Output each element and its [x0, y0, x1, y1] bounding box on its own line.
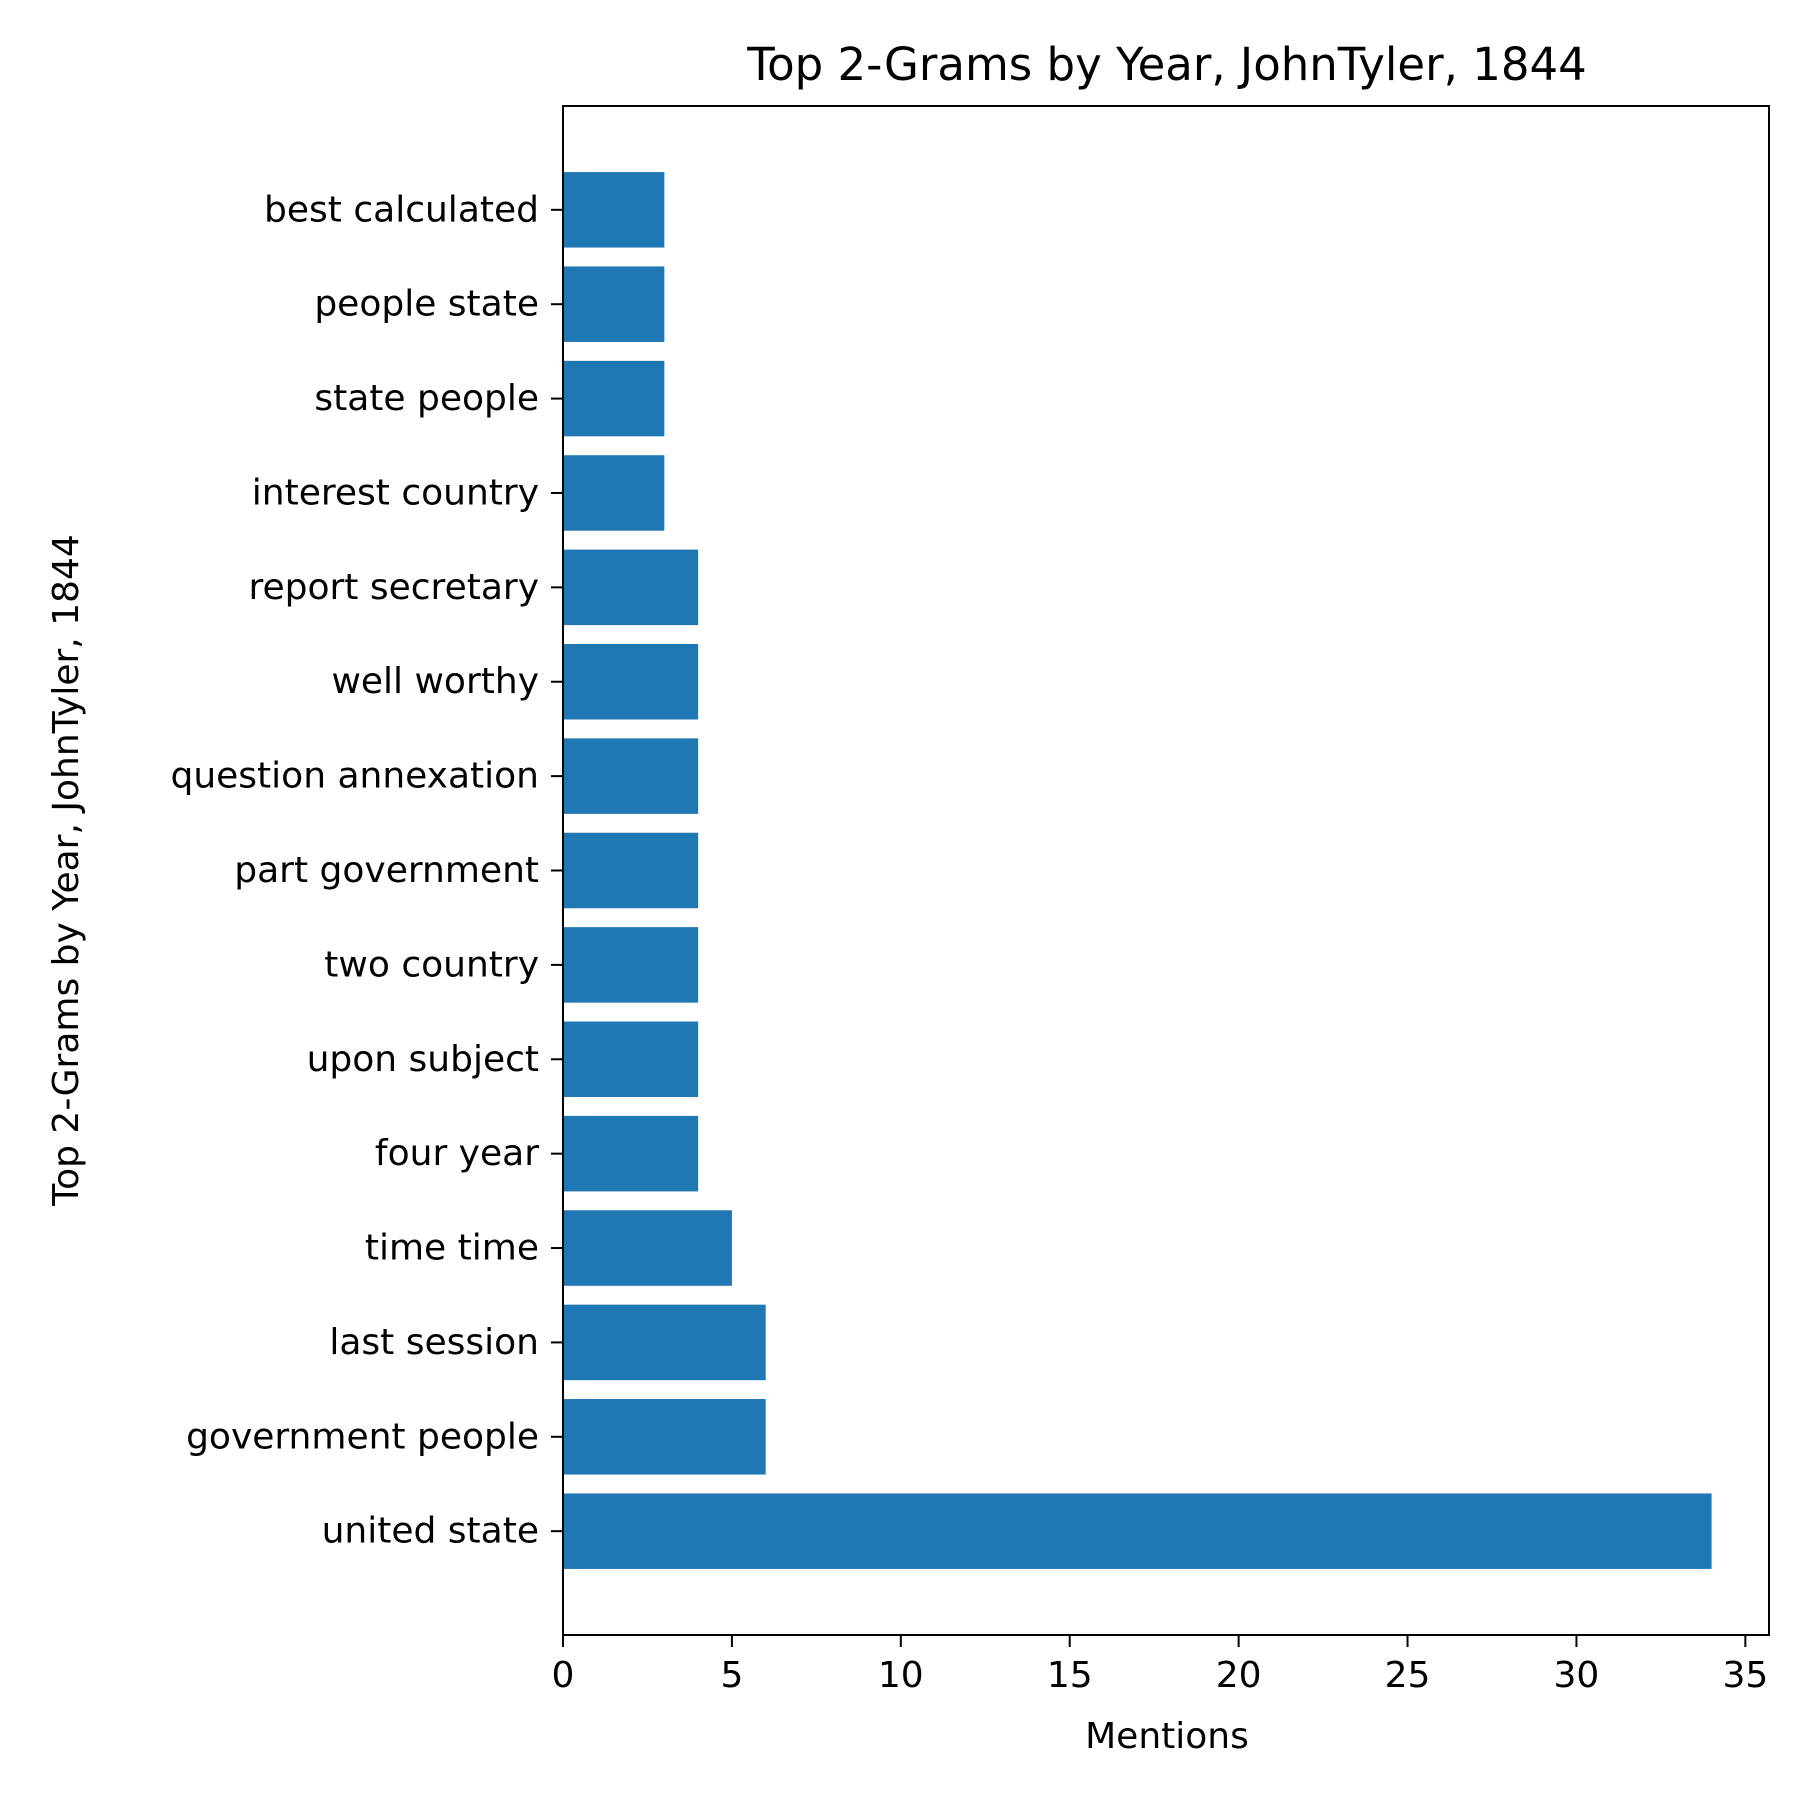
- plot-frame: [562, 105, 1770, 1636]
- bar-people-state: [563, 266, 665, 342]
- bar-last-session: [563, 1304, 766, 1381]
- bar-part-government: [563, 832, 699, 909]
- chart-title: Top 2-Grams by Year, JohnTyler, 1844: [746, 38, 1586, 91]
- y-tick-label: state people: [314, 378, 539, 419]
- x-tick-label: 5: [720, 1655, 743, 1696]
- bar-time-time: [563, 1210, 732, 1286]
- bar-best-calculated: [563, 172, 665, 248]
- bar-well-worthy: [563, 643, 699, 720]
- bar-united-state: [563, 1493, 1712, 1569]
- y-tick-label: four year: [375, 1133, 539, 1174]
- bar-interest-country: [563, 455, 665, 531]
- y-tick-label: last session: [329, 1322, 539, 1363]
- y-tick-label: report secretary: [248, 567, 539, 608]
- x-tick-label: 20: [1216, 1655, 1262, 1696]
- bar-question-annexation: [563, 738, 699, 814]
- x-tick-label: 10: [878, 1655, 924, 1696]
- y-tick-label: well worthy: [331, 661, 539, 702]
- x-tick-label: 25: [1385, 1655, 1431, 1696]
- x-axis-label: Mentions: [1085, 1716, 1249, 1757]
- bar-report-secretary: [563, 549, 699, 626]
- y-tick-label: upon subject: [307, 1039, 539, 1080]
- x-tick-label: 0: [552, 1655, 575, 1696]
- y-axis-label: Top 2-Grams by Year, JohnTyler, 1844: [46, 534, 87, 1207]
- x-tick-label: 15: [1047, 1655, 1093, 1696]
- y-tick-label: best calculated: [264, 189, 539, 230]
- bar-upon-subject: [563, 1021, 699, 1098]
- y-tick-label: question annexation: [170, 756, 539, 797]
- x-tick-label: 35: [1722, 1655, 1768, 1696]
- x-axis-ticks: 0 5 10 15 20 25 30 35: [552, 1635, 1768, 1696]
- bars-layer: [563, 172, 1712, 1569]
- y-tick-label: people state: [314, 284, 539, 325]
- bar-two-country: [563, 927, 699, 1003]
- bar-government-people: [563, 1399, 766, 1475]
- y-tick-label: time time: [365, 1228, 539, 1269]
- y-tick-label: part government: [234, 850, 539, 891]
- bar-four-year: [563, 1115, 699, 1192]
- x-tick-label: 30: [1554, 1655, 1600, 1696]
- y-tick-label: government people: [186, 1416, 539, 1457]
- y-tick-label: interest country: [252, 472, 539, 513]
- y-tick-label: united state: [322, 1511, 539, 1552]
- bar-state-people: [563, 360, 665, 437]
- y-axis-ticks: united state government people last sessio…: [170, 189, 563, 1552]
- y-tick-label: two country: [324, 944, 539, 985]
